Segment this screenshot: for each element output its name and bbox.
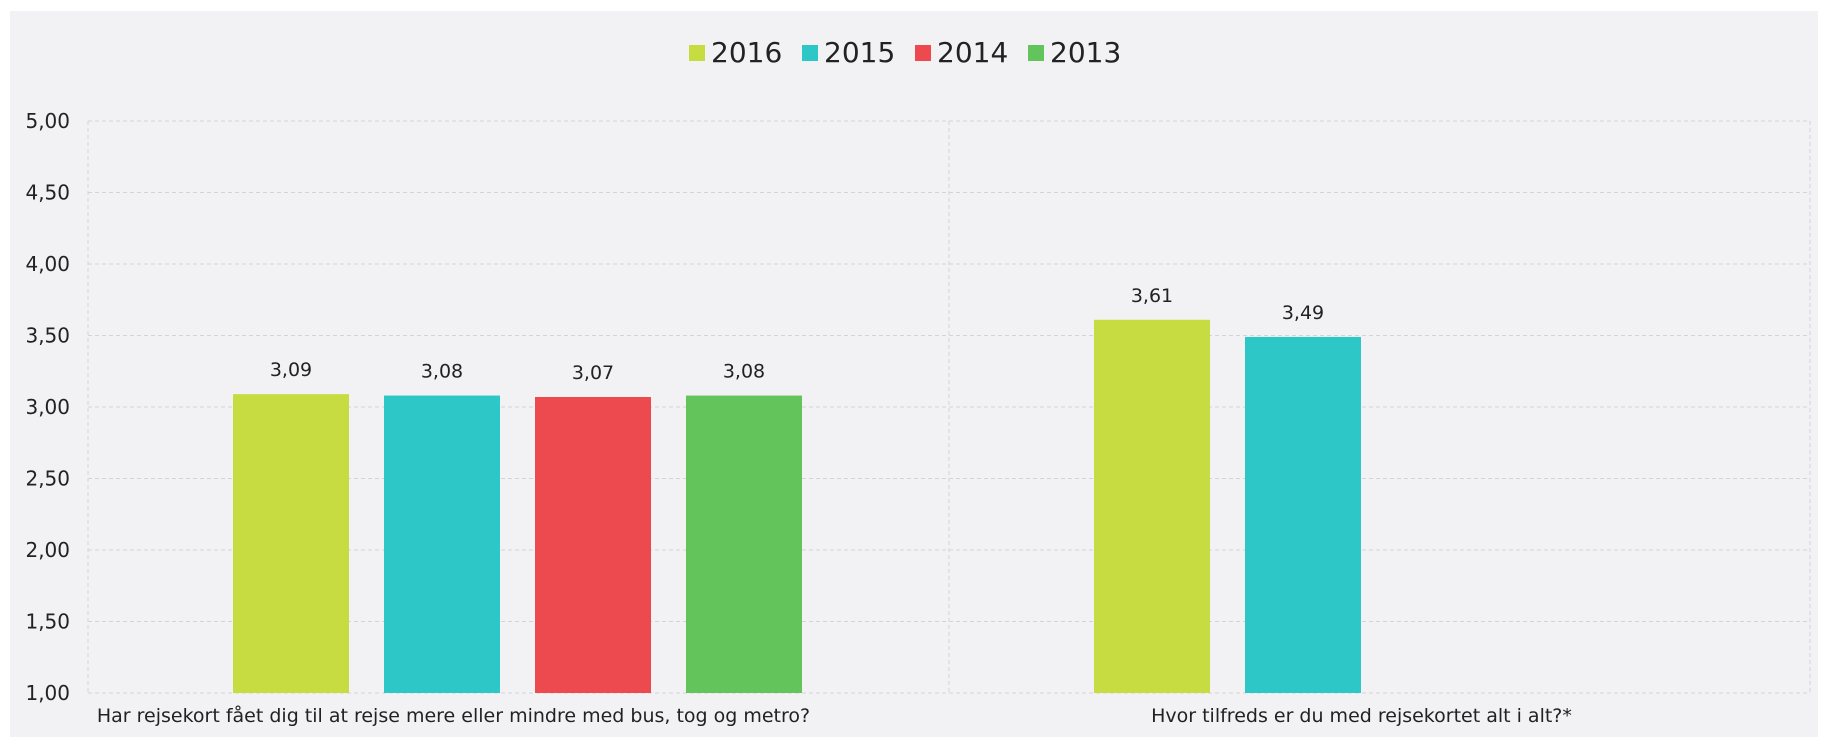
y-tick-label: 3,00 xyxy=(25,395,70,419)
grid-lines xyxy=(87,120,1811,694)
legend-label: 2016 xyxy=(711,36,782,69)
bar-2014 xyxy=(535,396,651,693)
chart-panel: 1,00 1,50 2,00 2,50 3,00 3,50 4,00 4,50 5,00 3,0… xyxy=(10,11,1818,737)
legend-label: 2013 xyxy=(1050,36,1121,69)
bar-2016 xyxy=(1094,319,1210,693)
bar-2016 xyxy=(233,394,349,693)
data-label: 3,08 xyxy=(421,361,463,383)
category-label: Har rejsekort fået dig til at rejse mere… xyxy=(97,704,810,727)
legend-swatch xyxy=(1028,45,1044,61)
legend: 2016 2015 2014 2013 xyxy=(689,36,1121,69)
y-tick-label: 4,50 xyxy=(25,181,70,205)
legend-item: 2014 xyxy=(915,36,1008,69)
data-label: 3,09 xyxy=(270,359,312,381)
bar-2015 xyxy=(384,395,500,693)
legend-item: 2013 xyxy=(1028,36,1121,69)
legend-item: 2016 xyxy=(689,36,782,69)
y-tick-label: 5,00 xyxy=(25,109,70,133)
y-axis-ticks: 1,00 1,50 2,00 2,50 3,00 3,50 4,00 4,50 5,00 xyxy=(25,109,70,705)
bar-2013 xyxy=(686,395,802,693)
legend-label: 2014 xyxy=(937,36,1008,69)
legend-swatch xyxy=(915,45,931,61)
data-label: 3,49 xyxy=(1282,302,1324,324)
bars xyxy=(233,319,1361,693)
legend-label: 2015 xyxy=(824,36,895,69)
y-tick-label: 2,50 xyxy=(25,467,70,491)
y-tick-label: 2,00 xyxy=(25,538,70,562)
y-tick-label: 1,50 xyxy=(25,610,70,634)
data-label: 3,61 xyxy=(1131,285,1173,307)
bar-2015 xyxy=(1245,336,1361,693)
value-labels: 3,09 3,08 3,07 3,08 3,61 3,49 xyxy=(270,285,1324,384)
category-label: Hvor tilfreds er du med rejsekortet alt … xyxy=(1151,705,1572,727)
legend-swatch xyxy=(802,45,818,61)
category-labels: Har rejsekort fået dig til at rejse mere… xyxy=(97,704,1572,727)
bar-chart: 1,00 1,50 2,00 2,50 3,00 3,50 4,00 4,50 5,00 3,0… xyxy=(25,36,1811,727)
y-tick-label: 1,00 xyxy=(25,681,70,705)
data-label: 3,08 xyxy=(723,361,765,383)
legend-item: 2015 xyxy=(802,36,895,69)
y-tick-label: 4,00 xyxy=(25,252,70,276)
legend-swatch xyxy=(689,45,705,61)
y-tick-label: 3,50 xyxy=(25,324,70,348)
data-label: 3,07 xyxy=(572,362,614,384)
